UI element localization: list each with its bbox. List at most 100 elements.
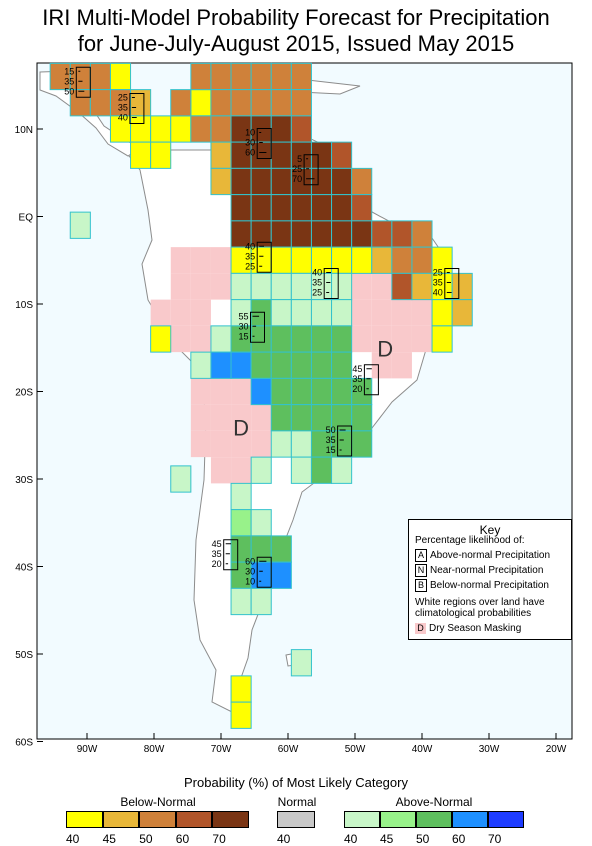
- dry-mask-cell: [231, 430, 252, 458]
- forecast-cell: [270, 89, 292, 117]
- dry-mask-cell: [351, 299, 372, 326]
- key-subtitle: Percentage likelihood of:: [415, 535, 525, 546]
- probability-value: 35: [212, 549, 222, 559]
- forecast-cell: [190, 115, 212, 143]
- dry-mask-cell: [411, 325, 433, 353]
- forecast-cell: [230, 62, 252, 91]
- forecast-cell: [130, 141, 152, 169]
- dry-mask-cell: [391, 299, 412, 326]
- dry-mask-cell: [371, 325, 392, 353]
- forecast-cell: [270, 272, 292, 301]
- probability-value: 40: [433, 288, 443, 298]
- forecast-cell: [109, 62, 132, 91]
- key-below-letter: B: [415, 579, 427, 592]
- legend-above-value: 40: [344, 832, 358, 846]
- legend-title: Probability (%) of Most Likely Category: [184, 775, 408, 790]
- probability-value: 15: [64, 66, 74, 76]
- key-white-note-2: climatological probabilities: [415, 608, 532, 619]
- key-near-text: Near-normal Precipitation: [430, 565, 544, 577]
- legend-above-swatch: [344, 811, 380, 828]
- legend-above-value: 50: [416, 832, 430, 846]
- legend-above-label: Above-Normal: [395, 795, 473, 809]
- probability-value: 10: [245, 128, 255, 138]
- dry-mask-cell: [190, 247, 211, 274]
- lon-tick-label: 90W: [77, 744, 98, 755]
- lon-tick-label: 40W: [412, 744, 433, 755]
- dry-mask-cell: [190, 378, 211, 405]
- forecast-cell: [250, 509, 272, 537]
- legend-below-swatch: [175, 811, 213, 828]
- forecast-cell: [250, 377, 272, 406]
- forecast-cell: [331, 377, 353, 406]
- map-title-line-1: IRI Multi-Model Probability Forecast for…: [42, 5, 550, 30]
- probability-box: [363, 364, 379, 396]
- forecast-cell: [250, 272, 272, 301]
- dry-mask-cell: [391, 352, 412, 379]
- forecast-cell: [351, 404, 373, 432]
- forecast-cell: [250, 62, 272, 91]
- forecast-cell: [210, 115, 232, 143]
- forecast-cell: [250, 587, 272, 616]
- legend-below-swatch: [139, 811, 176, 828]
- legend-below-swatch: [102, 811, 140, 828]
- legend-below-label: Below-Normal: [120, 795, 196, 809]
- lat-tick-label: 20S: [15, 388, 33, 399]
- forecast-cell: [250, 325, 272, 353]
- forecast-cell: [210, 62, 232, 91]
- forecast-cell: [451, 299, 473, 327]
- legend-below-swatch: [66, 811, 103, 828]
- legend-below-value: 70: [212, 832, 226, 846]
- legend-above-value: 60: [452, 832, 466, 846]
- key-below-text: Below-normal Precipitation: [430, 580, 549, 592]
- lat-tick-label: 60S: [15, 738, 33, 749]
- forecast-cell: [331, 246, 353, 274]
- forecast-cell: [310, 456, 333, 484]
- legend-above-swatch: [488, 811, 524, 828]
- dry-mask-cell: [170, 299, 191, 326]
- dry-mask-cell: [210, 457, 232, 484]
- key-row-above: A Above-normal Precipitation: [415, 549, 550, 562]
- probability-value: 5: [297, 154, 302, 164]
- lon-tick-label: 60W: [278, 744, 299, 755]
- forecast-cell: [351, 246, 373, 274]
- forecast-cell: [351, 167, 373, 196]
- forecast-cell: [290, 272, 312, 301]
- dry-region-letter: D: [377, 337, 393, 362]
- forecast-cell: [331, 194, 353, 222]
- probability-box: [323, 268, 339, 299]
- key-near-letter: N: [415, 564, 427, 577]
- probability-value: 60: [245, 148, 255, 158]
- forecast-cell: [89, 62, 111, 91]
- forecast-cell: [170, 115, 192, 143]
- forecast-cell: [310, 167, 333, 196]
- legend-below-value: 40: [66, 832, 80, 846]
- forecast-cell: [331, 167, 353, 196]
- lon-tick-label: 80W: [144, 744, 165, 755]
- probability-value: 25: [312, 288, 322, 298]
- forecast-cell: [210, 325, 232, 353]
- forecast-cell: [431, 299, 453, 327]
- forecast-cell: [411, 272, 433, 301]
- forecast-cell: [310, 325, 333, 353]
- forecast-cell: [230, 482, 252, 511]
- probability-value: 30: [238, 321, 248, 331]
- forecast-cell: [331, 141, 353, 169]
- forecast-cell: [290, 351, 312, 379]
- forecast-cell: [290, 299, 312, 327]
- probability-box: [256, 556, 272, 588]
- legend-above-value: 45: [380, 832, 394, 846]
- probability-value: 70: [292, 174, 302, 184]
- forecast-cell: [391, 220, 413, 248]
- dry-mask-cell: [371, 273, 392, 300]
- forecast-cell: [351, 220, 373, 248]
- probability-box: [256, 241, 272, 273]
- forecast-cell: [331, 299, 353, 327]
- forecast-cell: [170, 89, 192, 117]
- key-above-letter: A: [415, 549, 427, 562]
- forecast-cell: [230, 509, 252, 537]
- forecast-cell: [250, 456, 272, 484]
- dry-mask-cell: [210, 430, 232, 458]
- probability-value: 55: [238, 311, 248, 321]
- probability-value: 25: [118, 93, 128, 103]
- probability-value: 20: [352, 384, 362, 394]
